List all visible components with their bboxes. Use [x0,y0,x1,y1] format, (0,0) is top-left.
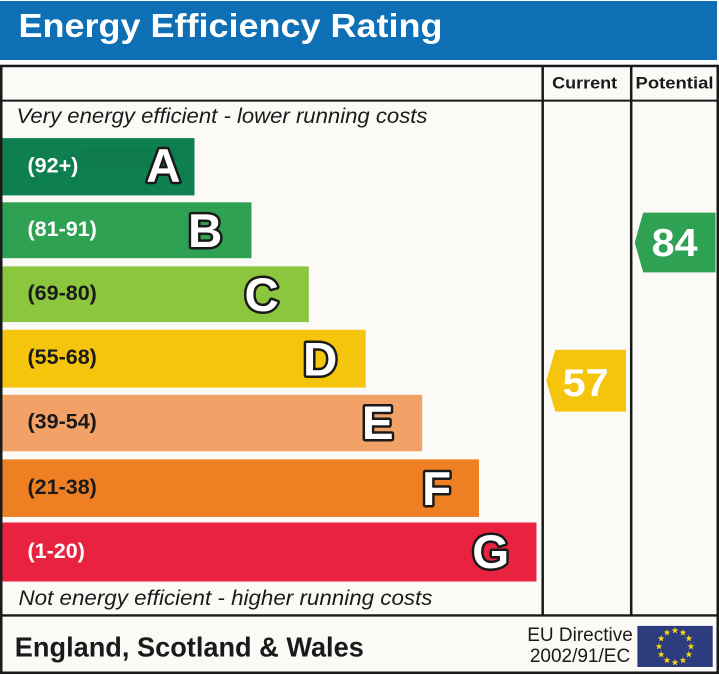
svg-text:C: C [244,269,278,322]
svg-text:D: D [303,334,337,387]
svg-text:G: G [472,526,509,579]
svg-text:(39-54): (39-54) [28,410,97,434]
svg-text:Very energy efficient - lower: Very energy efficient - lower running co… [17,104,428,128]
svg-text:Current: Current [552,73,617,92]
svg-text:(69-80): (69-80) [28,281,97,305]
svg-text:Potential: Potential [636,73,714,92]
svg-text:(21-38): (21-38) [28,475,97,499]
svg-text:A: A [146,140,180,193]
svg-text:B: B [188,205,222,258]
svg-text:(55-68): (55-68) [28,345,97,369]
svg-text:84: 84 [652,222,698,265]
svg-text:Not energy efficient - higher: Not energy efficient - higher running co… [19,586,433,610]
svg-text:57: 57 [563,362,609,405]
svg-text:E: E [362,397,394,450]
svg-text:Energy Efficiency Rating: Energy Efficiency Rating [19,7,443,44]
svg-text:(92+): (92+) [28,153,79,177]
svg-text:EU Directive: EU Directive [527,625,633,646]
svg-text:(81-91): (81-91) [28,217,97,241]
svg-text:F: F [422,463,451,516]
svg-text:2002/91/EC: 2002/91/EC [530,646,630,667]
svg-text:(1-20): (1-20) [28,539,85,563]
svg-text:England, Scotland & Wales: England, Scotland & Wales [15,632,364,663]
